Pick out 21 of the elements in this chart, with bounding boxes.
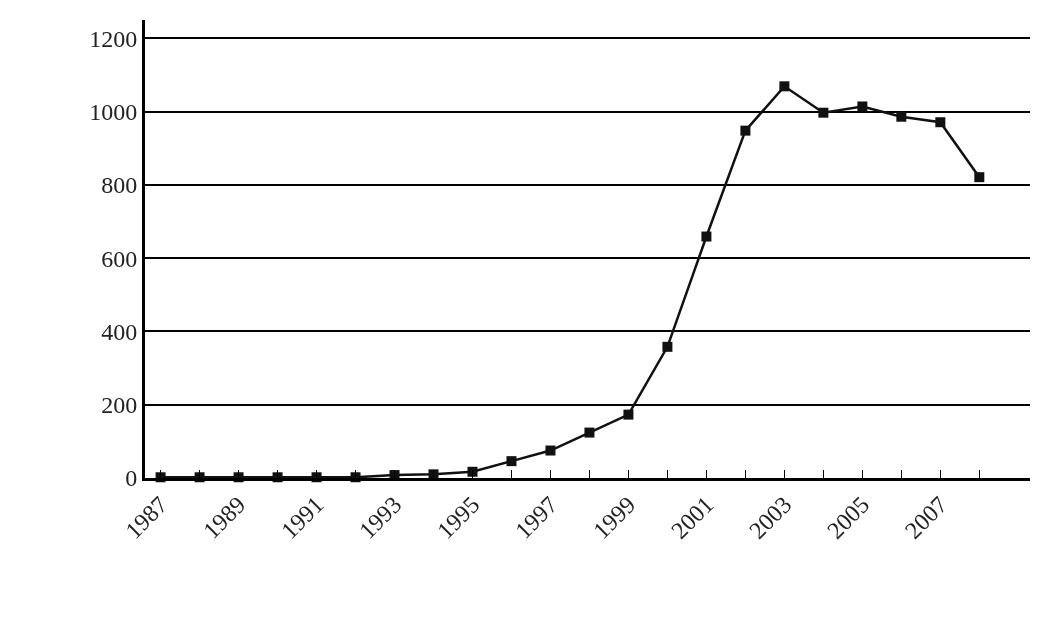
point [506, 456, 517, 467]
y-tick-label: 800 [101, 172, 138, 199]
point [545, 445, 556, 456]
point [779, 81, 790, 92]
point [662, 341, 673, 352]
point [467, 466, 478, 477]
y-tick-label: 600 [101, 245, 138, 272]
point [584, 427, 595, 438]
point [896, 111, 907, 122]
y-tick-label: 200 [101, 392, 138, 419]
point [623, 409, 634, 420]
point [740, 125, 751, 136]
y-tick-label: 1000 [89, 99, 138, 125]
point [974, 172, 985, 183]
point [701, 231, 712, 242]
point [935, 117, 946, 128]
point [857, 101, 868, 112]
point [818, 107, 829, 118]
y-tick-label: 1200 [89, 25, 138, 52]
y-tick-label: 400 [101, 318, 138, 345]
y-tick-label: 0 [125, 465, 138, 492]
